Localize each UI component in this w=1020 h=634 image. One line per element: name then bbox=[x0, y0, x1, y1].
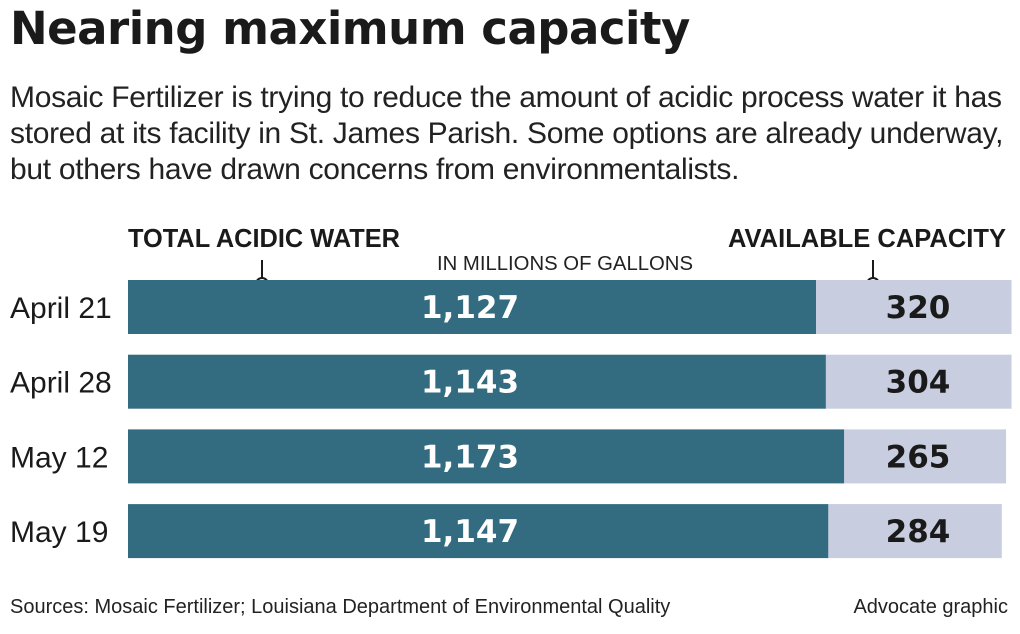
units-label: IN MILLIONS OF GALLONS bbox=[437, 253, 693, 275]
data-label-total: 1,147 bbox=[421, 514, 519, 550]
legend-available-label: AVAILABLE CAPACITY bbox=[728, 223, 1006, 253]
graphic-credit: Advocate graphic bbox=[853, 596, 1008, 618]
bar-total-acidic-water bbox=[128, 429, 845, 484]
data-label-available: 320 bbox=[886, 290, 951, 326]
bar-available-capacity bbox=[816, 280, 1012, 334]
data-label-total: 1,127 bbox=[421, 290, 519, 326]
data-label-available: 284 bbox=[886, 514, 951, 550]
chart-subtitle: Mosaic Fertilizer is trying to reduce th… bbox=[10, 81, 1004, 186]
category-label: April 21 bbox=[10, 292, 112, 325]
bar-available-capacity bbox=[825, 354, 1012, 409]
bar-total-acidic-water bbox=[128, 280, 817, 334]
category-label: April 28 bbox=[10, 367, 112, 400]
sources-note: Sources: Mosaic Fertilizer; Louisiana De… bbox=[10, 596, 671, 618]
bar-available-capacity bbox=[828, 504, 1002, 559]
data-label-total: 1,143 bbox=[421, 365, 519, 401]
legend-total-label: TOTAL ACIDIC WATER bbox=[128, 223, 400, 253]
bar-available-capacity bbox=[844, 429, 1007, 484]
stacked-bar-chart: TOTAL ACIDIC WATER AVAILABLE CAPACITY IN M… bbox=[10, 223, 1012, 559]
data-label-available: 265 bbox=[886, 439, 951, 475]
data-label-available: 304 bbox=[886, 365, 951, 401]
category-label: May 12 bbox=[10, 441, 108, 474]
chart-title: Nearing maximum capacity bbox=[10, 2, 690, 55]
category-label: May 19 bbox=[10, 516, 108, 549]
bar-total-acidic-water bbox=[128, 354, 826, 409]
bar-total-acidic-water bbox=[128, 504, 829, 559]
data-label-total: 1,173 bbox=[421, 439, 519, 475]
